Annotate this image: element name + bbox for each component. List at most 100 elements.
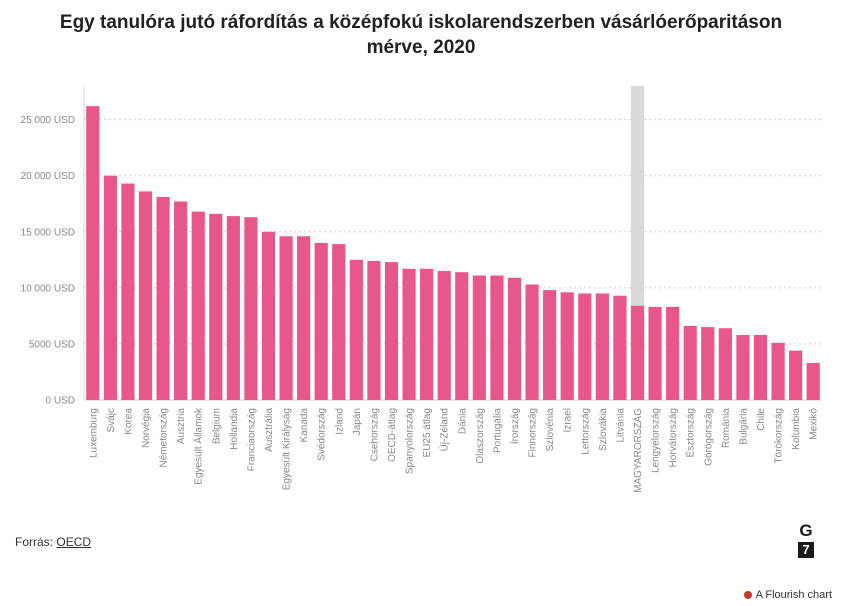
x-tick-label: Korea	[123, 408, 134, 435]
gridlines	[84, 119, 822, 401]
x-tick-label: Egyesült Államok	[192, 407, 205, 485]
bar[interactable]	[806, 362, 820, 400]
x-tick-label: Franciaország	[246, 408, 257, 471]
bar[interactable]	[156, 197, 170, 400]
x-tick-label: Spanyolország	[405, 408, 416, 474]
x-tick-label: Finnország	[528, 408, 539, 457]
bar[interactable]	[279, 236, 293, 400]
bar[interactable]	[560, 292, 574, 400]
bar[interactable]	[402, 268, 416, 400]
bar[interactable]	[666, 306, 680, 400]
logo-letter: G	[799, 521, 813, 540]
x-tick-label: OECD-átlag	[387, 408, 398, 462]
bar[interactable]	[507, 277, 522, 400]
bar[interactable]	[630, 305, 645, 400]
x-tick-label: Litvánia	[615, 408, 626, 443]
bar[interactable]	[86, 106, 100, 400]
x-tick-label: Svédország	[317, 408, 328, 461]
bar[interactable]	[226, 216, 240, 400]
x-tick-label: Lengyelország	[651, 408, 662, 473]
bar[interactable]	[543, 290, 557, 400]
source-label: Forrás:	[15, 535, 54, 549]
bar-chart: 0 USD 5000 USD 10 000 USD 15 000 USD 20 000 …	[21, 86, 822, 493]
chart-title-line-2: mérve, 2020	[366, 37, 476, 58]
bar[interactable]	[174, 201, 188, 400]
x-tick-label: Észtország	[684, 408, 697, 457]
bar[interactable]	[297, 236, 311, 400]
flourish-icon	[743, 591, 752, 599]
bar[interactable]	[771, 342, 785, 400]
chart-title-line-1: Egy tanulóra jutó ráfordítás a középfokú…	[59, 12, 783, 33]
x-tick-label: Kolumbia	[791, 408, 802, 450]
bar[interactable]	[736, 334, 750, 400]
x-tick-label: MAGYARORSZÁG	[631, 408, 644, 493]
bar[interactable]	[613, 295, 627, 400]
x-tick-label: Új-Zéland	[438, 408, 451, 451]
source-link[interactable]: OECD	[56, 535, 92, 549]
x-tick-label: Hollandia	[229, 408, 240, 450]
bar[interactable]	[209, 213, 223, 400]
bar[interactable]	[455, 272, 469, 400]
bar[interactable]	[191, 211, 205, 400]
bar[interactable]	[490, 275, 504, 400]
bar[interactable]	[683, 325, 697, 400]
x-tick-label: Izland	[334, 408, 345, 435]
bar[interactable]	[472, 275, 486, 400]
bar[interactable]	[789, 350, 803, 400]
x-axis: Luxemburg Svájc Korea Norvégia Németország Au…	[88, 407, 819, 493]
bar[interactable]	[138, 191, 153, 400]
x-tick-label: Svájc	[106, 408, 117, 432]
y-axis: 0 USD 5000 USD 10 000 USD 15 000 USD 20 000 …	[21, 86, 85, 407]
bar[interactable]	[578, 293, 592, 400]
x-tick-label: Románia	[721, 408, 732, 448]
x-tick-label: Izrael	[563, 408, 574, 432]
bar[interactable]	[595, 293, 609, 400]
y-tick-label: 0 USD	[46, 396, 75, 407]
bar[interactable]	[121, 183, 135, 400]
bar[interactable]	[103, 175, 117, 400]
x-tick-label: Ausztrália	[264, 408, 275, 452]
g7-logo[interactable]: G 7	[797, 522, 815, 560]
x-tick-label: Írország	[508, 408, 521, 444]
bar[interactable]	[648, 306, 662, 400]
bar[interactable]	[420, 268, 434, 400]
bar[interactable]	[349, 259, 363, 400]
flourish-label: A Flourish chart	[755, 589, 832, 601]
x-tick-label: Japán	[352, 408, 363, 435]
flourish-credit[interactable]: A Flourish chart	[743, 589, 832, 601]
bar[interactable]	[244, 217, 258, 400]
x-tick-label: Olaszország	[475, 408, 486, 464]
bar[interactable]	[367, 260, 381, 400]
bar[interactable]	[701, 327, 715, 400]
source-note: Forrás: OECD	[15, 535, 91, 549]
bar[interactable]	[753, 334, 768, 400]
y-tick-label: 25 000 USD	[21, 115, 75, 126]
x-tick-label: Horvátország	[668, 408, 679, 467]
x-tick-label: Szlovénia	[545, 408, 556, 452]
x-tick-label: Törökország	[774, 408, 785, 464]
x-tick-label: Bulgária	[738, 408, 749, 445]
x-tick-label: Kanada	[299, 408, 310, 443]
bar[interactable]	[332, 244, 346, 400]
x-tick-label: Dánia	[457, 408, 468, 435]
x-tick-label: Szlovákia	[598, 408, 609, 451]
logo-number: 7	[798, 542, 814, 558]
bar[interactable]	[437, 271, 451, 400]
x-tick-label: Luxemburg	[88, 408, 99, 458]
bar[interactable]	[384, 262, 399, 400]
bar[interactable]	[314, 243, 328, 400]
bar[interactable]	[525, 284, 539, 400]
x-tick-label: EU25 átlag	[422, 408, 433, 457]
x-tick-label: Görögország	[703, 408, 714, 466]
x-tick-label: Portugália	[492, 408, 503, 453]
y-tick-label: 15 000 USD	[21, 227, 75, 238]
x-tick-label: Németország	[159, 408, 170, 467]
bars	[86, 106, 820, 400]
bar[interactable]	[261, 231, 276, 400]
x-tick-label: Lettország	[580, 408, 591, 455]
chart-title: Egy tanulóra jutó ráfordítás a középfokú…	[0, 10, 842, 60]
bar[interactable]	[718, 328, 732, 400]
y-tick-label: 20 000 USD	[21, 171, 75, 182]
x-tick-label: Mexikó	[809, 408, 820, 440]
y-tick-label: 5000 USD	[29, 339, 75, 350]
